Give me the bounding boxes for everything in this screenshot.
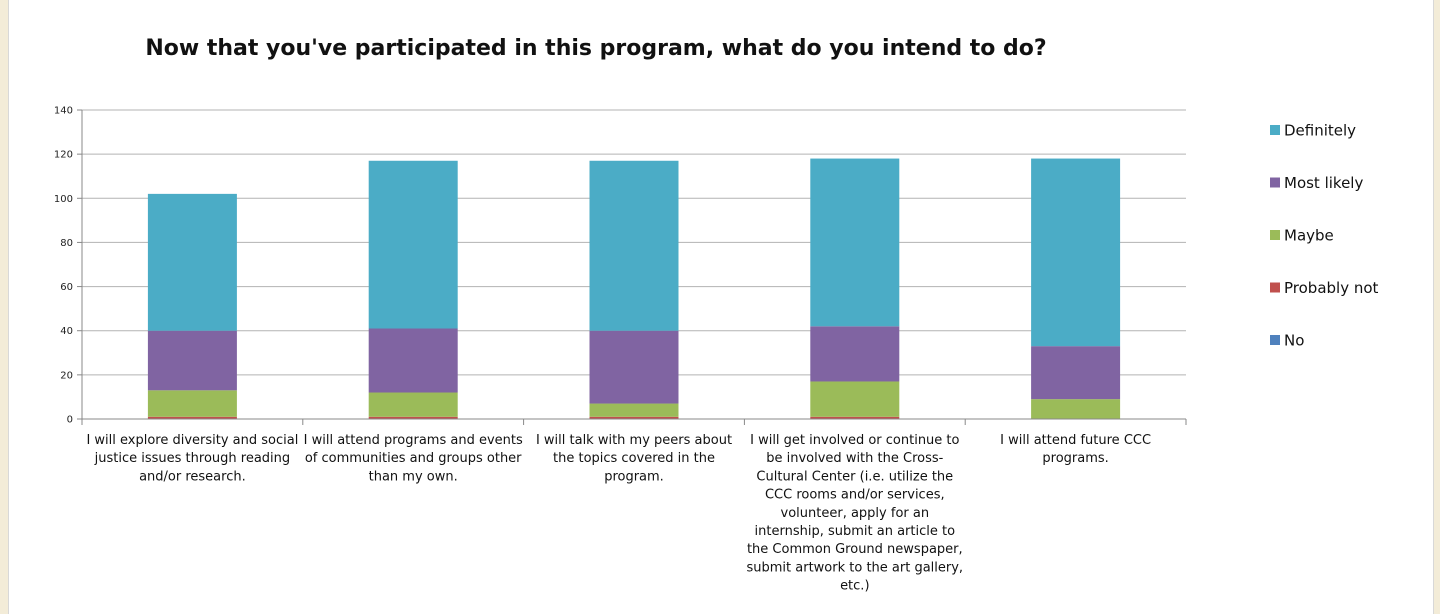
bar-probably-not: [589, 416, 679, 419]
category-label: I will attend future CCC programs.: [1000, 433, 1151, 466]
y-axis: 0 20 40 60 80 100 120 140: [54, 106, 83, 426]
bar-probably-not: [368, 416, 458, 419]
legend-swatch: [1270, 177, 1280, 188]
chart-card: Now that you've participated in this pro…: [8, 0, 1434, 614]
category-label-line: I will talk with my peers about: [536, 433, 732, 448]
bar-probably-not: [810, 416, 900, 419]
bar-most-likely: [1031, 346, 1121, 400]
x-axis: I will explore diversity and social justi…: [81, 418, 1187, 594]
y-tick-label: 100: [54, 194, 73, 205]
category-label-line: CCC rooms and/or services,: [765, 488, 945, 503]
category-label-line: volunteer, apply for an: [781, 506, 930, 521]
legend-label: Most likely: [1284, 174, 1363, 192]
category-label-line: the topics covered in the: [553, 451, 715, 466]
legend-label: Probably not: [1284, 279, 1379, 297]
legend-swatch: [1270, 230, 1280, 240]
legend-swatch: [1270, 125, 1280, 135]
legend-swatch: [1270, 335, 1280, 345]
category-label-line: and/or research.: [139, 469, 246, 484]
bar-most-likely: [368, 328, 458, 393]
bar-definitely: [1031, 158, 1121, 347]
bars: [147, 158, 1121, 419]
legend: Definitely Most likely Maybe Probably not No: [1270, 122, 1379, 350]
bar-most-likely: [147, 330, 237, 391]
category-label-line: program.: [604, 469, 664, 484]
y-tick-label: 120: [54, 150, 73, 161]
category-label-line: I will attend future CCC: [1000, 433, 1151, 448]
bar-most-likely: [810, 326, 900, 382]
legend-swatch: [1270, 282, 1280, 293]
y-tick-label: 20: [60, 370, 73, 381]
category-label-line: Cultural Center (i.e. utilize the: [756, 469, 953, 484]
bar-definitely: [147, 193, 237, 331]
bar-definitely: [589, 160, 679, 331]
bar-most-likely: [589, 330, 679, 404]
category-label: I will attend programs and events of comm…: [304, 433, 523, 484]
legend-label: Maybe: [1284, 227, 1334, 245]
category-label-line: internship, submit an article to: [755, 524, 956, 539]
y-tick-label: 60: [60, 282, 73, 293]
category-label-line: submit artwork to the art gallery,: [747, 560, 964, 575]
bar-probably-not: [147, 416, 237, 419]
y-tick-label: 140: [54, 106, 73, 117]
category-label-line: the Common Ground newspaper,: [747, 542, 963, 557]
category-label-line: programs.: [1042, 451, 1108, 466]
bar-maybe: [589, 403, 679, 417]
category-label: I will explore diversity and social justi…: [86, 433, 298, 484]
y-tick-label: 80: [60, 238, 73, 249]
category-label-line: etc.): [840, 579, 869, 594]
category-label: I will get involved or continue to be inv…: [747, 433, 964, 594]
category-label-line: than my own.: [369, 469, 458, 484]
bar-maybe: [147, 390, 237, 417]
bar-maybe: [368, 392, 458, 417]
category-label-line: of communities and groups other: [305, 451, 522, 466]
chart-title: Now that you've participated in this pro…: [145, 36, 1047, 61]
category-label-line: I will attend programs and events: [304, 433, 523, 448]
y-tick-label: 0: [67, 415, 73, 426]
category-label-line: I will explore diversity and social: [86, 433, 298, 448]
category-label-line: I will get involved or continue to: [750, 433, 959, 448]
category-label-line: justice issues through reading: [94, 451, 291, 466]
legend-label: No: [1284, 332, 1304, 350]
bar-maybe: [810, 381, 900, 417]
y-tick-label: 40: [60, 326, 73, 337]
bar-definitely: [810, 158, 900, 327]
category-label-line: be involved with the Cross-: [766, 451, 943, 466]
bar-definitely: [368, 160, 458, 329]
legend-label: Definitely: [1284, 122, 1356, 140]
category-label: I will talk with my peers about the topic…: [536, 433, 732, 484]
bar-maybe: [1031, 399, 1121, 419]
